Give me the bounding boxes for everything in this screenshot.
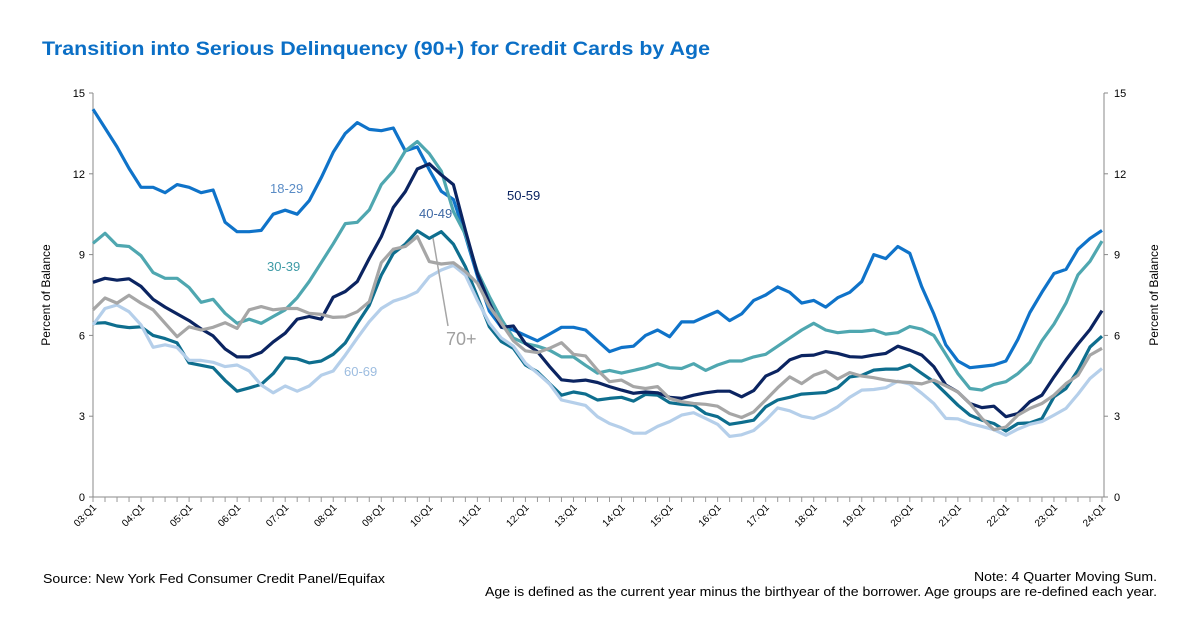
x-tick-label: 06:Q1 <box>216 502 243 529</box>
x-tick-label: 19:Q1 <box>841 502 868 529</box>
chart-title: Transition into Serious Delinquency (90+… <box>42 39 710 60</box>
x-tick-label: 03:Q1 <box>72 502 99 529</box>
y-axis-title-left: Percent of Balance <box>39 244 53 346</box>
age-definition-note: Age is defined as the current year minus… <box>485 585 1157 599</box>
y-tick-label: 3 <box>79 411 85 423</box>
series-line-50-59 <box>92 162 1104 419</box>
x-tick-label: 12:Q1 <box>505 502 532 529</box>
label-70-plus-leader-line <box>432 237 449 327</box>
y-tick-label-right: 15 <box>1114 88 1126 100</box>
y-tick-label: 12 <box>73 169 85 181</box>
y-axis-title-right: Percent of Balance <box>1147 244 1161 346</box>
x-tick-label: 05:Q1 <box>168 502 195 529</box>
x-tick-label: 10:Q1 <box>408 502 435 529</box>
moving-sum-note: Note: 4 Quarter Moving Sum. <box>974 570 1157 584</box>
y-tick-label: 0 <box>79 492 85 504</box>
x-tick-label: 21:Q1 <box>937 502 964 529</box>
source-note: Source: New York Fed Consumer Credit Pan… <box>43 572 386 586</box>
x-tick-label: 09:Q1 <box>360 502 387 529</box>
series-label-30-39: 30-39 <box>267 259 300 274</box>
series-line-18-29 <box>91 108 1103 370</box>
x-tick-label: 23:Q1 <box>1033 502 1060 529</box>
x-tick-label: 22:Q1 <box>985 502 1012 529</box>
x-tick-label: 24:Q1 <box>1081 502 1108 529</box>
y-tick-label-right: 3 <box>1114 411 1120 423</box>
y-tick-label: 6 <box>79 330 85 342</box>
series-label-18-29: 18-29 <box>270 181 303 196</box>
x-tick-label: 13:Q1 <box>553 502 580 529</box>
series-line-40-49 <box>92 229 1104 433</box>
x-tick-label: 16:Q1 <box>697 502 724 529</box>
series-label-60-69: 60-69 <box>344 364 377 379</box>
y-tick-label-right: 12 <box>1114 169 1126 181</box>
x-tick-label: 14:Q1 <box>601 502 628 529</box>
series-label-40-49: 40-49 <box>419 206 452 221</box>
series-label-70-plus: 70+ <box>446 329 477 349</box>
x-tick-label: 15:Q1 <box>649 502 676 529</box>
series-line-60-69 <box>91 263 1104 438</box>
y-tick-label-right: 0 <box>1114 492 1120 504</box>
y-tick-label: 15 <box>73 88 85 100</box>
x-tick-label: 07:Q1 <box>264 502 291 529</box>
y-tick-label: 9 <box>79 250 85 262</box>
y-tick-label-right: 9 <box>1114 250 1120 262</box>
x-tick-label: 04:Q1 <box>120 502 147 529</box>
series-line-30-39 <box>91 139 1104 392</box>
x-tick-label: 20:Q1 <box>889 502 916 529</box>
x-tick-label: 11:Q1 <box>457 502 484 529</box>
x-tick-label: 08:Q1 <box>312 502 339 529</box>
series-label-50-59: 50-59 <box>507 188 540 203</box>
y-tick-label-right: 6 <box>1114 330 1120 342</box>
x-tick-label: 17:Q1 <box>745 502 772 529</box>
series-line-70-plus <box>91 235 1103 432</box>
x-tick-label: 18:Q1 <box>793 502 820 529</box>
